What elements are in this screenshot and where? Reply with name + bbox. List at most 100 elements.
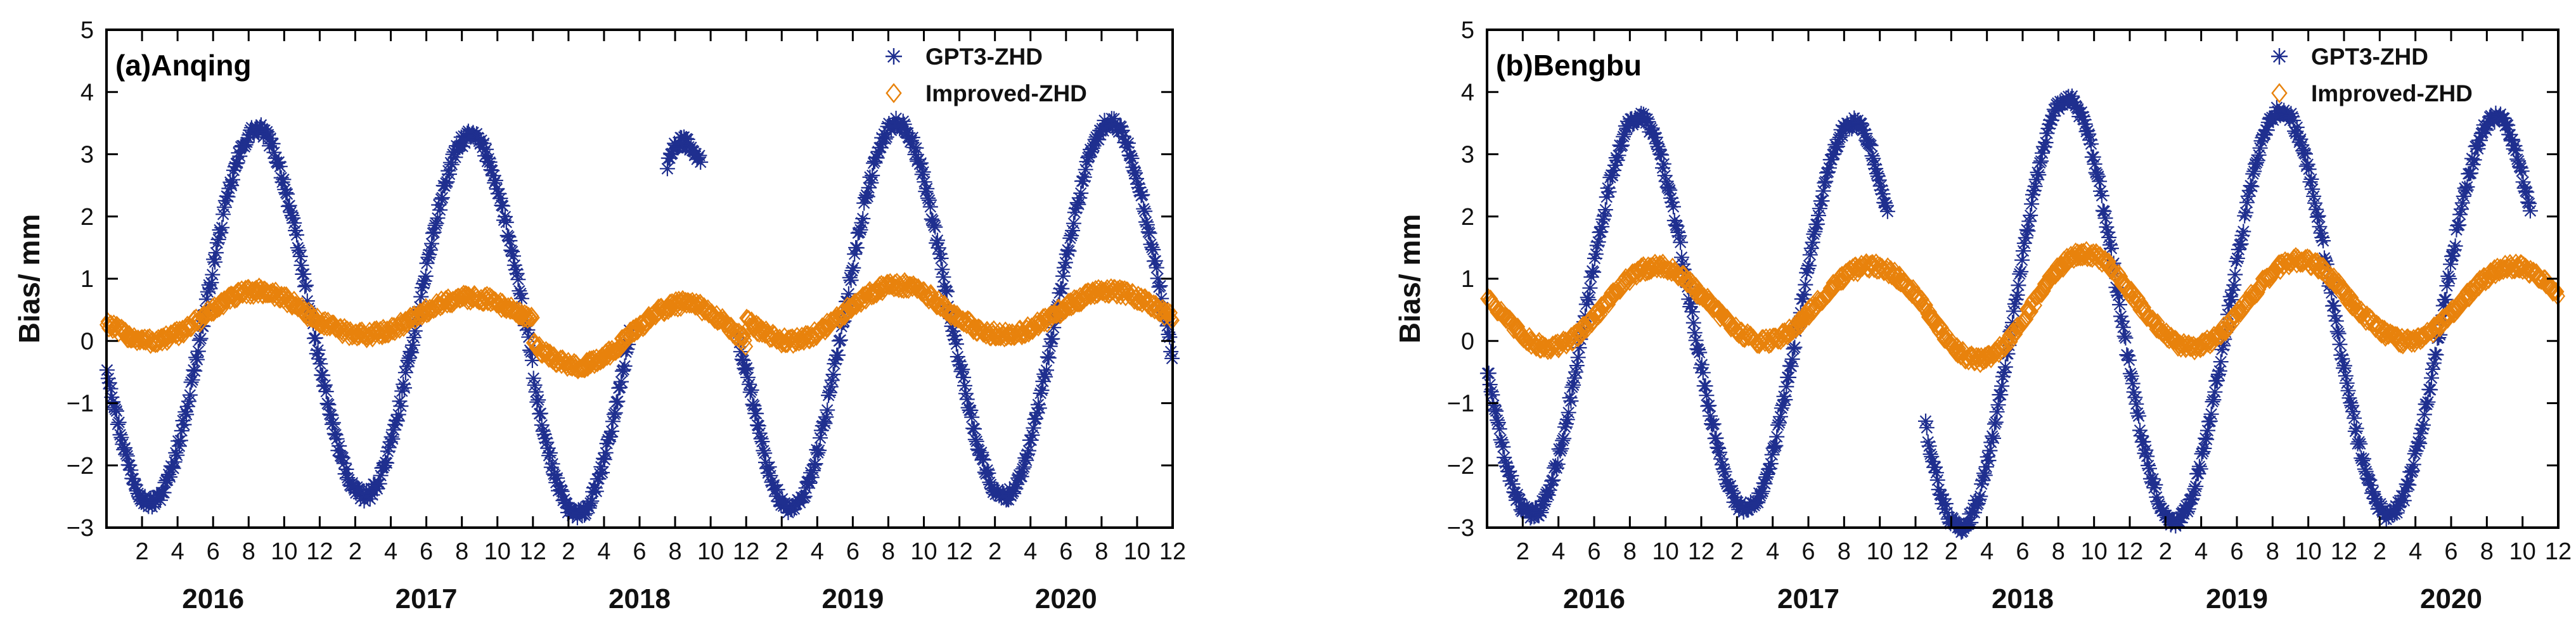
x-tick-label: 4 bbox=[171, 538, 184, 565]
x-tick-label: 6 bbox=[2016, 538, 2029, 565]
point-gpt3-zhd bbox=[2118, 331, 2133, 346]
point-gpt3-zhd bbox=[1580, 290, 1595, 305]
point-gpt3-zhd bbox=[2311, 208, 2326, 224]
point-gpt3-zhd bbox=[797, 489, 813, 504]
panel-anqing: −3−2−10123452 4 6 8 10 1220162 4 6 8 10 1220172 4 6 8… bbox=[13, 17, 1186, 614]
point-gpt3-zhd bbox=[1039, 362, 1054, 378]
point-gpt3-zhd bbox=[833, 333, 848, 348]
point-gpt3-zhd bbox=[2467, 152, 2482, 167]
point-gpt3-zhd bbox=[1699, 388, 1714, 403]
x-tick-label: 10 bbox=[2081, 538, 2108, 565]
x-tick-label: 12 bbox=[2116, 538, 2143, 565]
y-tick-label: −2 bbox=[67, 453, 94, 480]
x-tick-label: 10 bbox=[1652, 538, 1679, 565]
point-gpt3-zhd bbox=[1036, 367, 1052, 382]
point-gpt3-zhd bbox=[1123, 148, 1138, 163]
point-gpt3-zhd bbox=[435, 190, 450, 205]
point-gpt3-zhd bbox=[693, 155, 708, 170]
point-gpt3-zhd bbox=[214, 220, 229, 235]
point-gpt3-zhd bbox=[1582, 281, 1597, 296]
x-tick-label: 10 bbox=[1124, 538, 1150, 565]
point-gpt3-zhd bbox=[1880, 204, 1895, 219]
point-gpt3-zhd bbox=[2112, 297, 2127, 312]
point-gpt3-zhd bbox=[2213, 354, 2229, 369]
year-label: 2020 bbox=[1035, 583, 1097, 614]
panel-bengbu: −3−2−10123452 4 6 8 10 1220162 4 6 8 10 1220172 4 6 8… bbox=[1393, 17, 2572, 614]
point-gpt3-zhd bbox=[2148, 477, 2163, 492]
y-tick-label: 3 bbox=[80, 142, 94, 168]
point-gpt3-zhd bbox=[1481, 365, 1497, 381]
point-gpt3-zhd bbox=[960, 391, 975, 407]
x-tick-label: 12 bbox=[1159, 538, 1186, 565]
point-gpt3-zhd bbox=[595, 465, 610, 480]
y-tick-label: 5 bbox=[80, 17, 94, 44]
point-gpt3-zhd bbox=[2011, 277, 2026, 293]
point-gpt3-zhd bbox=[1152, 278, 1168, 293]
year-label: 2020 bbox=[2420, 583, 2482, 614]
x-tick-label: 2 bbox=[1945, 538, 1958, 565]
x-tick-label: 6 bbox=[1587, 538, 1600, 565]
point-gpt3-zhd bbox=[2515, 163, 2530, 179]
point-gpt3-zhd bbox=[845, 263, 860, 278]
point-gpt3-zhd bbox=[610, 394, 625, 409]
point-gpt3-zhd bbox=[312, 356, 328, 371]
y-tick-label: 3 bbox=[1461, 142, 1474, 168]
point-gpt3-zhd bbox=[858, 190, 873, 205]
point-gpt3-zhd bbox=[949, 336, 964, 352]
point-gpt3-zhd bbox=[2523, 203, 2538, 219]
point-gpt3-zhd bbox=[2125, 376, 2141, 391]
point-gpt3-zhd bbox=[2340, 376, 2355, 391]
point-gpt3-zhd bbox=[543, 445, 558, 461]
point-gpt3-zhd bbox=[957, 378, 972, 393]
x-tick-label: 12 bbox=[520, 538, 546, 565]
legend-marker-gpt3-zhd bbox=[2271, 48, 2288, 65]
point-gpt3-zhd bbox=[1073, 186, 1088, 201]
point-gpt3-zhd bbox=[289, 227, 304, 243]
point-gpt3-zhd bbox=[1806, 227, 1821, 242]
point-gpt3-zhd bbox=[2229, 254, 2244, 269]
point-gpt3-zhd bbox=[2315, 233, 2331, 248]
point-gpt3-zhd bbox=[2188, 479, 2203, 494]
point-gpt3-zhd bbox=[113, 427, 128, 442]
point-gpt3-zhd bbox=[810, 445, 825, 461]
point-gpt3-zhd bbox=[2406, 457, 2421, 472]
point-gpt3-zhd bbox=[1692, 345, 1707, 360]
point-gpt3-zhd bbox=[749, 406, 764, 421]
y-tick-label: 1 bbox=[1461, 266, 1474, 293]
point-gpt3-zhd bbox=[754, 431, 769, 447]
x-tick-label: 12 bbox=[733, 538, 759, 565]
point-gpt3-zhd bbox=[756, 443, 771, 458]
point-gpt3-zhd bbox=[393, 398, 408, 414]
point-gpt3-zhd bbox=[405, 338, 420, 353]
year-label: 2018 bbox=[1992, 583, 2054, 614]
point-gpt3-zhd bbox=[2207, 384, 2222, 400]
y-tick-label: −1 bbox=[67, 391, 94, 417]
x-tick-label: 2 bbox=[562, 538, 575, 565]
x-tick-label: 10 bbox=[697, 538, 724, 565]
point-gpt3-zhd bbox=[927, 220, 943, 235]
point-gpt3-zhd bbox=[908, 141, 924, 156]
x-tick-label: 10 bbox=[910, 538, 937, 565]
point-gpt3-zhd bbox=[1685, 304, 1700, 319]
point-gpt3-zhd bbox=[326, 415, 341, 430]
point-gpt3-zhd bbox=[495, 198, 510, 213]
point-gpt3-zhd bbox=[2440, 269, 2456, 284]
point-gpt3-zhd bbox=[397, 380, 412, 395]
point-gpt3-zhd bbox=[1135, 187, 1150, 203]
point-gpt3-zhd bbox=[2012, 267, 2027, 282]
x-tick-label: 8 bbox=[242, 538, 255, 565]
point-gpt3-zhd bbox=[1972, 492, 1987, 507]
point-gpt3-zhd bbox=[2245, 167, 2260, 182]
point-gpt3-zhd bbox=[193, 331, 209, 346]
point-gpt3-zhd bbox=[934, 251, 949, 266]
x-tick-label: 8 bbox=[2052, 538, 2065, 565]
point-gpt3-zhd bbox=[184, 374, 199, 390]
x-tick-label: 10 bbox=[2295, 538, 2322, 565]
point-gpt3-zhd bbox=[1138, 215, 1154, 230]
point-gpt3-zhd bbox=[2423, 382, 2438, 397]
point-gpt3-zhd bbox=[1798, 277, 1813, 293]
point-gpt3-zhd bbox=[956, 370, 971, 385]
point-gpt3-zhd bbox=[432, 203, 448, 218]
point-gpt3-zhd bbox=[1077, 170, 1092, 185]
x-tick-label: 12 bbox=[946, 538, 972, 565]
